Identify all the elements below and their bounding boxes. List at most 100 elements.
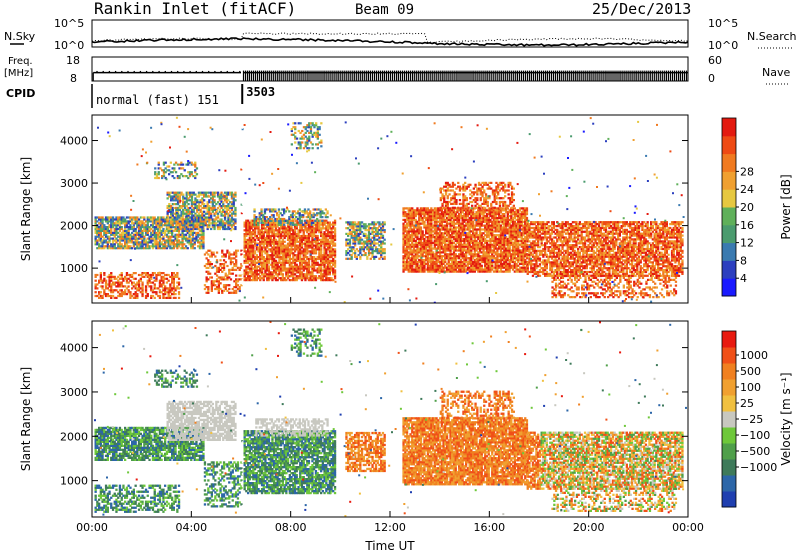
heatmap-cell [132, 285, 135, 288]
heatmap-cell [271, 263, 274, 266]
heatmap-cell [292, 240, 295, 243]
nsky-label: N.Sky [4, 30, 36, 43]
heatmap-cell [407, 215, 410, 218]
heatmap-cell [425, 243, 428, 246]
heatmap-cell [452, 224, 456, 227]
heatmap-cell [248, 233, 251, 236]
heatmap-cell [449, 268, 452, 271]
heatmap-cell [419, 268, 423, 271]
heatmap-cell [139, 247, 142, 250]
heatmap-cell [300, 214, 303, 217]
heatmap-cell [262, 242, 265, 245]
heatmap-cell [271, 265, 274, 268]
heatmap-cell [437, 215, 440, 218]
heatmap-cell [250, 273, 253, 276]
heatmap-cell [204, 224, 207, 227]
heatmap-cell [245, 265, 248, 268]
heatmap-cell [103, 277, 106, 280]
heatmap-cell [442, 236, 445, 239]
heatmap-cell [172, 241, 175, 244]
heatmap-cell [125, 224, 129, 227]
heatmap-cell [253, 265, 257, 268]
heatmap-cell [421, 243, 424, 246]
heatmap-cell [192, 220, 195, 223]
heatmap-cell [201, 199, 204, 202]
heatmap-cell [459, 260, 463, 264]
heatmap-cell [111, 224, 115, 227]
heatmap-cell [262, 221, 265, 224]
heatmap-cell [316, 221, 319, 224]
heatmap-cell [115, 224, 118, 227]
heatmap-cell [264, 271, 267, 274]
heatmap-cell [170, 214, 173, 217]
heatmap-cell [332, 279, 335, 282]
heatmap-cell [248, 240, 251, 243]
heatmap-cell [201, 206, 204, 210]
heatmap-cell [362, 227, 365, 230]
heatmap-cell [253, 273, 257, 276]
heatmap-cell [202, 239, 205, 242]
heatmap-cell [333, 231, 337, 234]
heatmap-cell [296, 212, 300, 215]
heatmap-cell [418, 215, 421, 218]
heatmap-cell [173, 222, 176, 225]
heatmap-cell [108, 283, 111, 286]
heatmap-cell [99, 231, 102, 234]
heatmap-cell [166, 205, 169, 208]
heatmap-cell [371, 250, 374, 253]
heatmap-cell [122, 277, 125, 280]
heatmap-cell [166, 206, 169, 210]
heatmap-cell [148, 239, 151, 242]
heatmap-cell [144, 231, 148, 234]
heatmap-cell [250, 236, 253, 240]
heatmap-cell [171, 279, 174, 282]
heatmap-cell [316, 212, 319, 215]
heatmap-cell [330, 231, 333, 234]
heatmap-cell [131, 237, 134, 240]
heatmap-cell [98, 293, 101, 296]
heatmap-cell [136, 245, 139, 248]
heatmap-cell [101, 287, 104, 290]
heatmap-cell [103, 289, 106, 292]
heatmap-cell [345, 232, 348, 235]
heatmap-cell [223, 199, 227, 202]
heatmap-cell [326, 223, 330, 226]
heatmap-cell [404, 234, 407, 237]
heatmap-cell [313, 275, 316, 278]
heatmap-cell [271, 256, 274, 259]
heatmap-cell [433, 207, 436, 210]
heatmap-cell [278, 261, 281, 264]
heatmap-cell [262, 233, 265, 236]
heatmap-cell [291, 216, 294, 219]
heatmap-cell [290, 242, 293, 245]
heatmap-cell [171, 218, 174, 221]
heatmap-cell [141, 283, 144, 286]
heatmap-cell [433, 222, 436, 225]
heatmap-cell [304, 254, 307, 257]
heatmap-cell [99, 229, 102, 232]
heatmap-cell [141, 285, 144, 288]
heatmap-cell [348, 250, 352, 253]
heatmap-cell [175, 193, 178, 196]
heatmap-cell [309, 246, 312, 249]
heatmap-cell [300, 261, 304, 264]
heatmap-cell [247, 257, 250, 261]
heatmap-cell [430, 216, 433, 220]
heatmap-cell [461, 220, 464, 223]
heatmap-cell [302, 257, 305, 261]
heatmap-cell [357, 253, 360, 257]
heatmap-cell [111, 245, 115, 248]
heatmap-cell [373, 250, 376, 253]
heatmap-cell [104, 279, 108, 282]
heatmap-cell [428, 266, 431, 269]
heatmap-cell [276, 273, 279, 276]
heatmap-cell [407, 241, 410, 244]
heatmap-cell [194, 220, 197, 223]
heatmap-cell [286, 238, 290, 241]
heatmap-cell [412, 257, 416, 260]
heatmap-cell [243, 275, 246, 278]
heatmap-cell [463, 209, 466, 212]
heatmap-cell [108, 279, 111, 282]
heatmap-cell [380, 248, 383, 251]
heatmap-cell [255, 227, 258, 230]
